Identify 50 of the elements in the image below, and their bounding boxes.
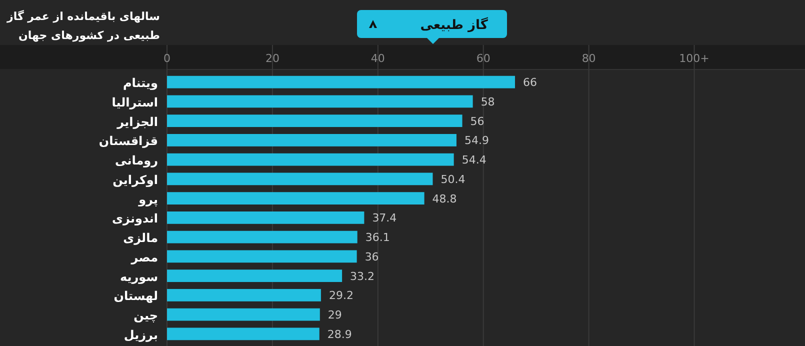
bar	[167, 230, 358, 244]
data-label: 66	[523, 76, 537, 90]
bar	[167, 95, 473, 108]
bar	[167, 76, 515, 88]
data-label: 54.9	[464, 134, 489, 148]
bar	[167, 288, 321, 302]
y-tick-label: برزیل	[124, 328, 158, 342]
data-label: 58	[480, 95, 495, 108]
bar	[167, 328, 320, 340]
x-tick-label: 0	[164, 52, 170, 65]
data-label: 50.4	[440, 172, 466, 186]
bar	[167, 134, 456, 146]
bar	[167, 192, 424, 205]
y-tick-label: لهستان	[114, 289, 158, 304]
bar	[167, 270, 342, 282]
y-tick-label: الجزایر	[116, 114, 158, 129]
y-tick-label: ویتنام	[122, 76, 158, 90]
data-label: 36	[364, 250, 379, 264]
data-label: 29.2	[328, 289, 354, 302]
y-tick-label: اندونزی	[112, 212, 158, 226]
y-tick-label: رومانی	[115, 154, 158, 168]
x-tick-label: 80	[582, 52, 596, 65]
y-tick-label: مالزی	[123, 231, 158, 246]
bar	[167, 114, 462, 128]
bar	[167, 211, 364, 224]
data-label: 56	[470, 114, 484, 128]
y-tick-label: پرو	[138, 192, 158, 206]
y-tick-label: استرالیا	[112, 95, 158, 110]
data-label: 36.1	[365, 231, 390, 244]
bar	[167, 172, 433, 186]
bar	[167, 308, 320, 321]
bar	[167, 250, 357, 263]
y-tick-label: قزاقستان	[98, 134, 158, 148]
data-label: 54.4	[462, 154, 486, 167]
y-tick-label: چین	[134, 308, 158, 323]
chart-title: سالهای باقیمانده از عمر گاز طبیعی در کشورهای جهان	[6, 10, 160, 42]
y-tick-label: اوکراین	[112, 172, 158, 187]
bar	[167, 153, 454, 166]
x-tick-label: 20	[265, 52, 280, 65]
data-label: 48.8	[432, 192, 457, 206]
y-tick-label: سوریه	[120, 270, 158, 284]
chart-subtitle: گاز طبیعی	[420, 17, 488, 33]
x-tick-label: 60	[476, 52, 490, 65]
y-tick-label: مصر	[130, 250, 158, 264]
x-tick-label: 100+	[679, 52, 710, 65]
data-label: 29	[328, 308, 342, 322]
data-label: 37.4	[372, 212, 397, 225]
x-tick-label: 40	[370, 52, 385, 65]
data-label: 28.9	[327, 328, 352, 341]
data-label: 33.2	[350, 270, 375, 283]
